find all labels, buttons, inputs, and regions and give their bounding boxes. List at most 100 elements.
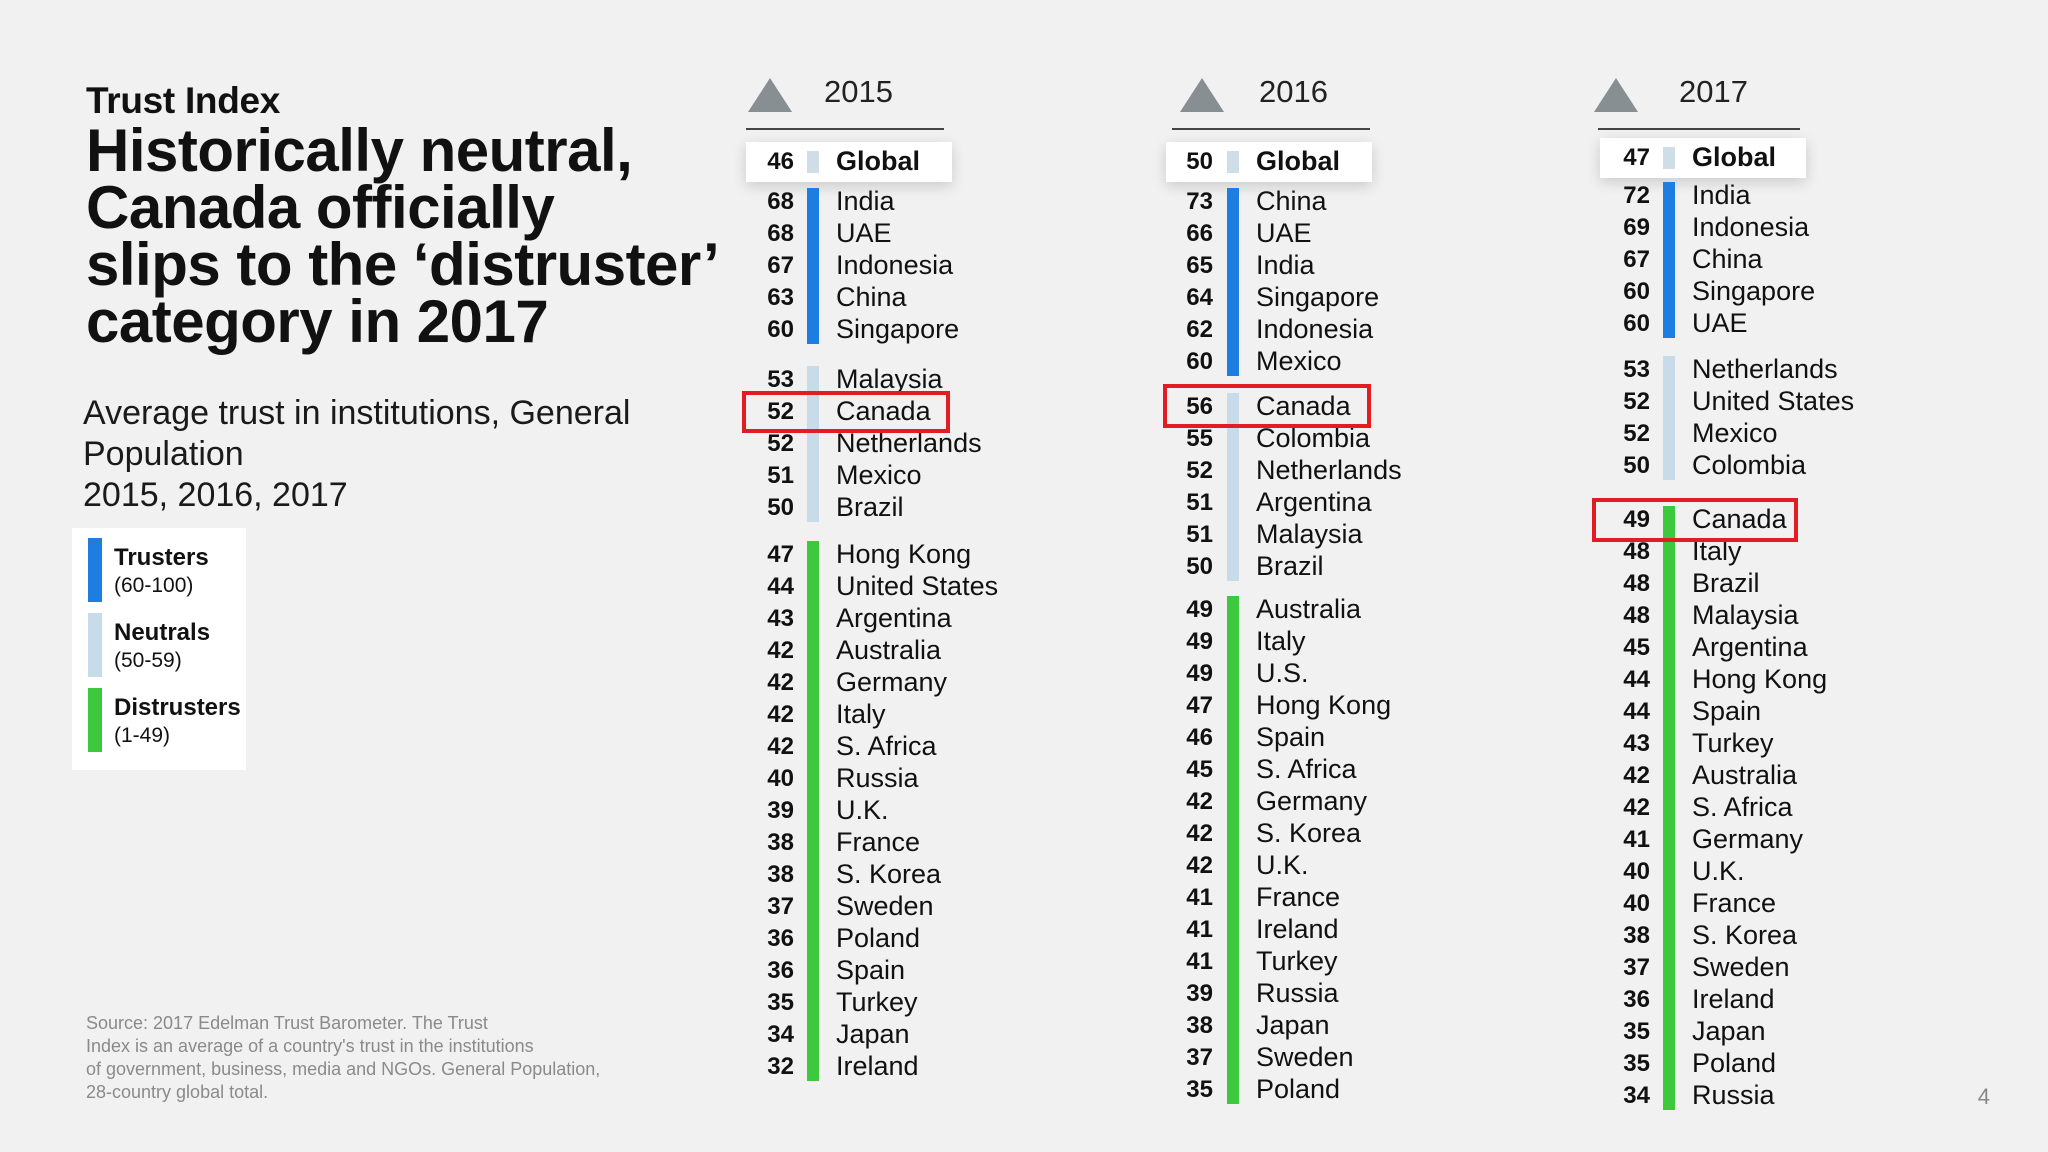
row-country: Russia: [1256, 978, 1339, 1008]
row-score: 38: [1623, 922, 1650, 949]
row-country: Canada: [836, 396, 931, 426]
headline-line: Canada officially: [86, 174, 555, 241]
row-score: 60: [1623, 310, 1650, 337]
column-year: 2017: [1679, 74, 1748, 109]
row-country: Singapore: [1256, 282, 1380, 312]
row-country: UAE: [1692, 308, 1748, 338]
row-score: 40: [1623, 858, 1650, 885]
row-score: 38: [767, 829, 794, 856]
row-country: U.K.: [836, 795, 889, 825]
row-score: 41: [1186, 948, 1213, 975]
row-country: Indonesia: [1692, 212, 1810, 242]
row-country: S. Africa: [1256, 754, 1357, 784]
group-bar-distruster: [1227, 596, 1239, 1104]
row-country: Ireland: [836, 1051, 919, 1081]
row-country: Netherlands: [1256, 455, 1402, 485]
row-score: 68: [767, 220, 794, 247]
canada-highlight-box: [1592, 498, 1798, 542]
row-country: Sweden: [1256, 1042, 1354, 1072]
row-country: Hong Kong: [836, 539, 972, 569]
row-country: Sweden: [1692, 952, 1790, 982]
row-country: China: [1256, 186, 1327, 216]
row-score: 43: [1623, 730, 1650, 757]
group-bar-neutral: [807, 366, 819, 522]
row-country: Mexico: [1692, 418, 1778, 448]
row-score: 36: [1623, 986, 1650, 1013]
column-rule: [1172, 128, 1370, 130]
source-line: of government, business, media and NGOs.…: [86, 1059, 601, 1079]
legend-swatch-distrusters: [88, 688, 102, 752]
row-score: 60: [1623, 278, 1650, 305]
row-country: Japan: [1256, 1010, 1330, 1040]
row-score: 34: [1623, 1082, 1650, 1109]
headline-line: category in 2017: [86, 288, 549, 355]
row-score: 65: [1186, 252, 1213, 279]
row-score: 50: [1623, 452, 1650, 479]
legend-name: Neutrals: [114, 619, 211, 646]
source-note: Source: 2017 Edelman Trust Barometer. Th…: [86, 1012, 686, 1104]
group-bar-truster: [1663, 182, 1675, 338]
row-country: Italy: [836, 699, 886, 729]
row-score: 35: [1186, 1076, 1213, 1103]
row-score: 50: [767, 494, 794, 521]
source-line: Index is an average of a country's trust…: [86, 1036, 534, 1056]
global-row: [746, 142, 952, 182]
row-country: S. Africa: [836, 731, 937, 761]
row-score: 52: [767, 430, 794, 457]
group-bar-distruster: [807, 541, 819, 1081]
row-score: 53: [1623, 356, 1650, 383]
row-score: 42: [767, 733, 794, 760]
row-score: 35: [767, 989, 794, 1016]
row-country: S. Korea: [836, 859, 942, 889]
legend-range: (50-59): [114, 649, 182, 672]
group-bar-truster: [807, 188, 819, 344]
column-rule: [1598, 128, 1800, 130]
column-rule: [746, 128, 944, 130]
legend-range: (60-100): [114, 574, 194, 597]
column-year: 2016: [1259, 74, 1328, 109]
row-score: 37: [767, 893, 794, 920]
legend-name: Distrusters: [114, 694, 241, 721]
row-country: Russia: [836, 763, 919, 793]
row-score: 72: [1623, 182, 1650, 209]
headline-line: slips to the ‘distruster’: [86, 231, 720, 298]
row-country: Japan: [1692, 1016, 1766, 1046]
row-score: 60: [767, 316, 794, 343]
group-bar-distruster: [1663, 506, 1675, 1110]
row-country: Netherlands: [836, 428, 982, 458]
row-country: Brazil: [836, 492, 904, 522]
row-country: U.K.: [1692, 856, 1745, 886]
row-score: 52: [1186, 457, 1213, 484]
global-score: 46: [767, 148, 794, 175]
global-label: Global: [1256, 146, 1341, 176]
row-country: Colombia: [1692, 450, 1807, 480]
row-score: 63: [767, 284, 794, 311]
row-country: Mexico: [1256, 346, 1342, 376]
row-country: Malaysia: [836, 364, 943, 394]
row-country: Turkey: [1256, 946, 1338, 976]
row-country: China: [836, 282, 907, 312]
row-score: 48: [1623, 570, 1650, 597]
row-country: France: [1256, 882, 1341, 912]
row-score: 42: [1623, 762, 1650, 789]
row-score: 51: [767, 462, 794, 489]
row-country: China: [1692, 244, 1763, 274]
row-country: Mexico: [836, 460, 922, 490]
row-score: 39: [1186, 980, 1213, 1007]
global-row: [1600, 138, 1806, 178]
row-country: Canada: [1692, 504, 1787, 534]
row-country: Indonesia: [1256, 314, 1374, 344]
row-country: Australia: [1256, 594, 1362, 624]
triangle-icon: [748, 78, 792, 112]
row-country: S. Korea: [1692, 920, 1798, 950]
row-score: 35: [1623, 1018, 1650, 1045]
page-number: 4: [1977, 1084, 1990, 1109]
group-bar-truster: [1227, 188, 1239, 376]
row-score: 55: [1186, 425, 1213, 452]
legend: Trusters (60-100) Neutrals (50-59) Distr…: [72, 528, 246, 770]
row-score: 42: [1186, 852, 1213, 879]
row-score: 49: [1186, 596, 1213, 623]
row-score: 44: [767, 573, 794, 600]
row-country: Singapore: [836, 314, 960, 344]
row-country: Hong Kong: [1692, 664, 1828, 694]
